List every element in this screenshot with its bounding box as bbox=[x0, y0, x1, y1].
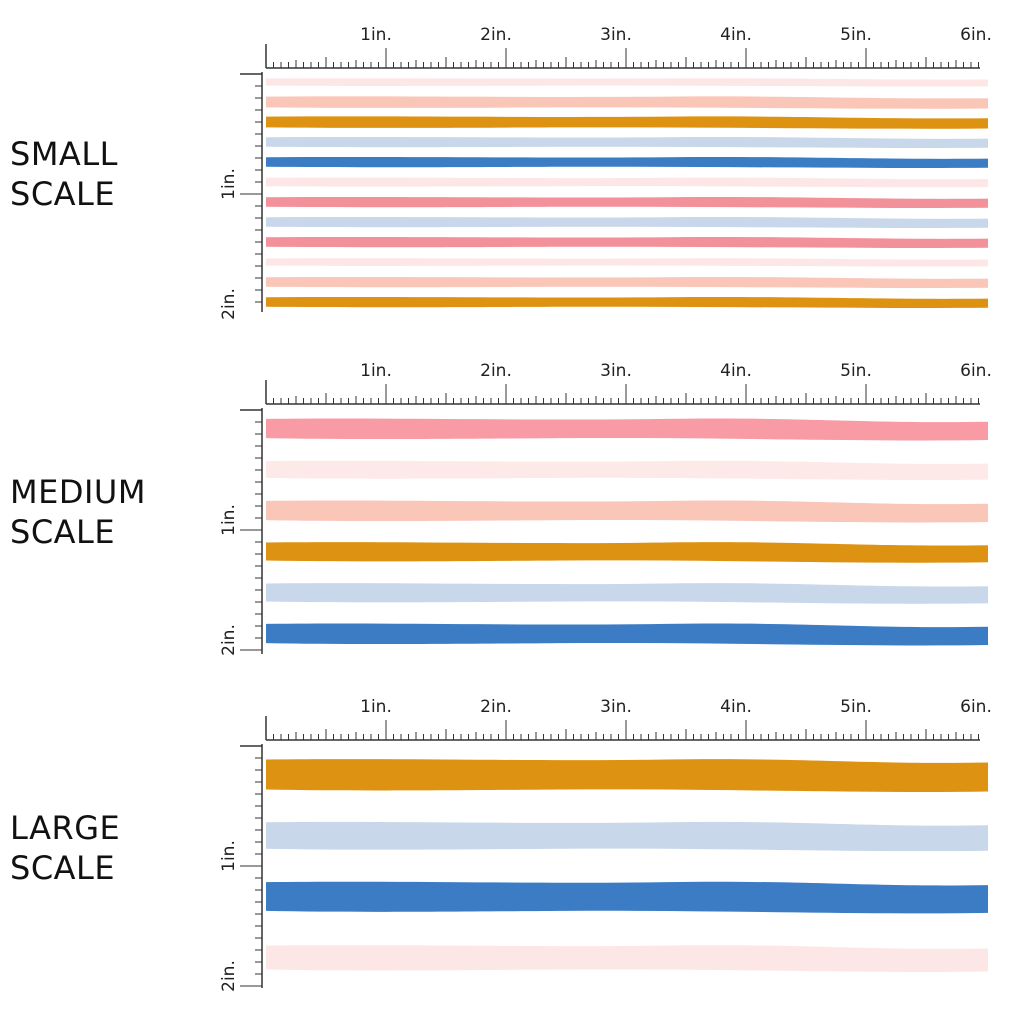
stripe bbox=[266, 116, 988, 129]
stripe bbox=[266, 460, 988, 480]
scale-label-line: SMALL bbox=[10, 135, 118, 173]
large-scale-panel: LARGE SCALE 1in. 2in. 3in. 4in. 5in. 6in. 1in.… bbox=[0, 672, 1024, 1024]
stripe bbox=[266, 258, 988, 267]
stripe bbox=[266, 78, 988, 87]
h-ruler-label: 6in. bbox=[960, 25, 992, 45]
stripe bbox=[266, 277, 988, 288]
scale-label-line: SCALE bbox=[10, 513, 116, 551]
small-scale-swatch: 1in. 2in. 3in. 4in. 5in. 6in. 1in. 2in. bbox=[219, 25, 992, 320]
stripe bbox=[266, 96, 988, 109]
medium-scale-label: MEDIUM SCALE bbox=[10, 472, 146, 552]
v-ruler-label: 2in. bbox=[219, 960, 239, 992]
scale-label-line: LARGE bbox=[10, 809, 121, 847]
large-scale-swatch: 1in. 2in. 3in. 4in. 5in. 6in. 1in. 2in. bbox=[219, 697, 992, 992]
small-scale-panel: SMALL SCALE 1in. 2in. 3in. 4in. 5in. 6in. 1in.… bbox=[0, 0, 1024, 336]
h-ruler-label: 3in. bbox=[600, 361, 632, 381]
h-ruler-label: 4in. bbox=[720, 25, 752, 45]
h-ruler-label: 5in. bbox=[840, 697, 872, 717]
h-ruler-label: 2in. bbox=[480, 25, 512, 45]
h-ruler-label: 6in. bbox=[960, 697, 992, 717]
medium-scale-panel: MEDIUM SCALE 1in. 2in. 3in. 4in. 5in. 6in. 1in… bbox=[0, 336, 1024, 672]
v-ruler-label: 2in. bbox=[219, 288, 239, 320]
h-ruler-label: 6in. bbox=[960, 361, 992, 381]
v-ruler-label: 1in. bbox=[219, 168, 239, 200]
h-ruler-label: 2in. bbox=[480, 697, 512, 717]
h-ruler-label: 5in. bbox=[840, 25, 872, 45]
stripe bbox=[266, 881, 988, 914]
h-ruler-label: 4in. bbox=[720, 697, 752, 717]
v-ruler-label: 2in. bbox=[219, 624, 239, 656]
h-ruler-label: 3in. bbox=[600, 25, 632, 45]
h-ruler-label: 1in. bbox=[360, 697, 392, 717]
scale-label-line: SCALE bbox=[10, 175, 116, 213]
h-ruler-label: 3in. bbox=[600, 697, 632, 717]
stripe bbox=[266, 297, 988, 308]
scale-label-line: SCALE bbox=[10, 849, 116, 887]
stripe bbox=[266, 623, 988, 646]
stripe bbox=[266, 759, 988, 792]
stripe bbox=[266, 137, 988, 148]
stripe bbox=[266, 197, 988, 208]
v-ruler-label: 1in. bbox=[219, 840, 239, 872]
scale-label-line: MEDIUM bbox=[10, 473, 146, 511]
small-scale-label: SMALL SCALE bbox=[10, 134, 118, 214]
stripe bbox=[266, 821, 988, 852]
h-ruler-label: 2in. bbox=[480, 361, 512, 381]
h-ruler-label: 1in. bbox=[360, 361, 392, 381]
stripe bbox=[266, 177, 988, 188]
h-ruler-label: 5in. bbox=[840, 361, 872, 381]
h-ruler-label: 4in. bbox=[720, 361, 752, 381]
h-ruler-label: 1in. bbox=[360, 25, 392, 45]
stripe bbox=[266, 945, 988, 972]
stripe bbox=[266, 583, 988, 604]
stripe bbox=[266, 418, 988, 441]
large-scale-label: LARGE SCALE bbox=[10, 808, 120, 888]
v-ruler-label: 1in. bbox=[219, 504, 239, 536]
stripe bbox=[266, 157, 988, 168]
stripe bbox=[266, 217, 988, 228]
stripe bbox=[266, 237, 988, 248]
stripe bbox=[266, 542, 988, 563]
medium-scale-swatch: 1in. 2in. 3in. 4in. 5in. 6in. 1in. 2in. bbox=[219, 361, 992, 656]
stripe bbox=[266, 500, 988, 523]
